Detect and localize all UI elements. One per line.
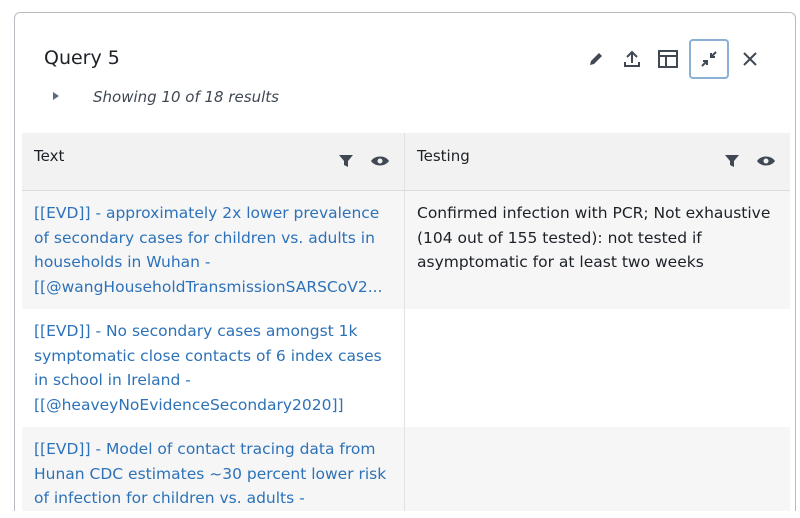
pencil-icon[interactable] xyxy=(581,44,611,74)
results-table: Text Testing [[EVD]] - approximately 2x … xyxy=(22,133,790,511)
filter-icon[interactable] xyxy=(338,153,354,169)
column-header-testing[interactable]: Testing xyxy=(405,133,790,190)
minimize-icon[interactable] xyxy=(689,39,729,79)
eye-icon[interactable] xyxy=(370,153,390,169)
upload-icon[interactable] xyxy=(617,44,647,74)
testing-cell xyxy=(405,427,790,511)
column-label: Testing xyxy=(417,147,470,165)
table-row: [[EVD]] - No secondary cases amongst 1k … xyxy=(22,309,790,427)
text-cell-link[interactable]: [[EVD]] - approximately 2x lower prevale… xyxy=(22,191,405,309)
column-label: Text xyxy=(34,147,65,165)
expand-caret-icon[interactable] xyxy=(53,92,59,100)
testing-cell xyxy=(405,309,790,427)
eye-icon[interactable] xyxy=(756,153,776,169)
layout-icon[interactable] xyxy=(653,44,683,74)
column-header-text[interactable]: Text xyxy=(22,133,405,190)
table-row: [[EVD]] - approximately 2x lower prevale… xyxy=(22,191,790,309)
testing-cell: Confirmed infection with PCR; Not exhaus… xyxy=(417,204,771,271)
close-icon[interactable] xyxy=(735,44,765,74)
page-title: Query 5 xyxy=(44,47,120,69)
table-row: [[EVD]] - Model of contact tracing data … xyxy=(22,427,790,511)
table-header: Text Testing xyxy=(22,133,790,191)
text-cell-link[interactable]: [[EVD]] - No secondary cases amongst 1k … xyxy=(22,309,405,427)
toolbar xyxy=(581,39,765,79)
query-panel: Query 5 Showing 10 of 18 results Text Te… xyxy=(14,12,796,511)
filter-icon[interactable] xyxy=(724,153,740,169)
results-summary: Showing 10 of 18 results xyxy=(93,88,279,106)
text-cell-link[interactable]: [[EVD]] - Model of contact tracing data … xyxy=(22,427,405,511)
